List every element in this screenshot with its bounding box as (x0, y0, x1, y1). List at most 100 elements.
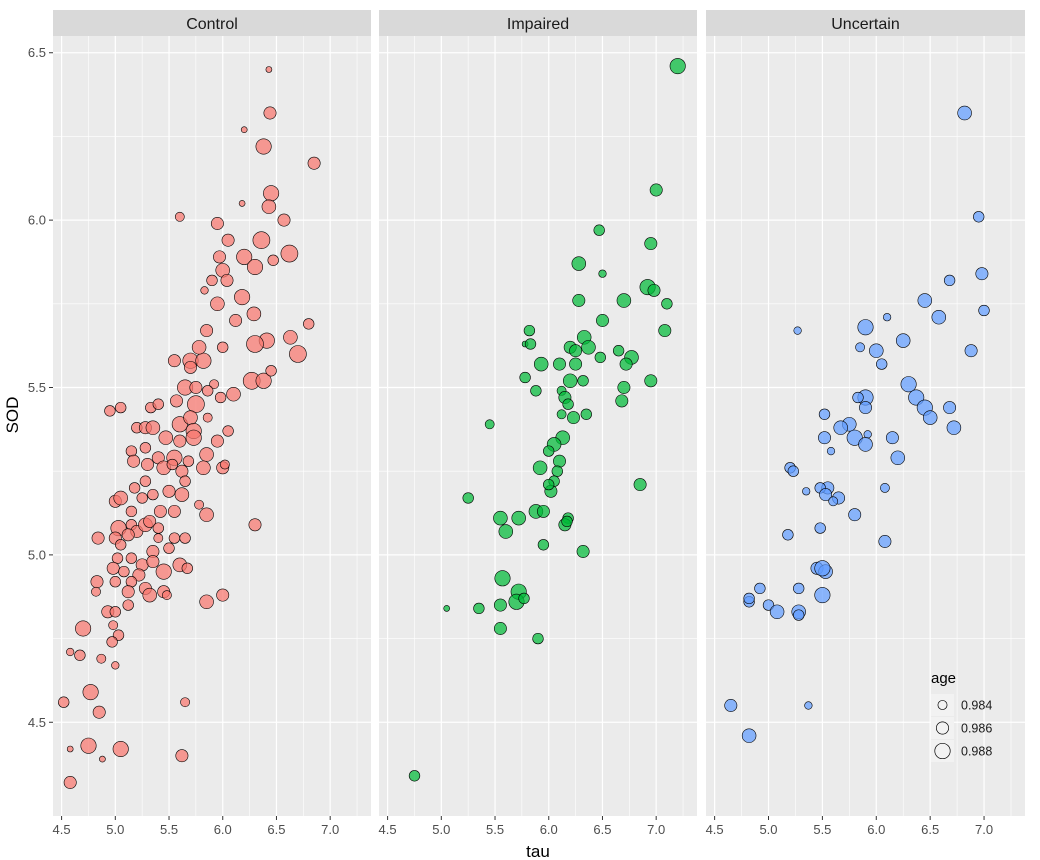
panel-background (379, 36, 697, 816)
data-point (92, 705, 106, 719)
data-point (283, 330, 298, 345)
legend-key (931, 717, 954, 739)
data-point (179, 532, 191, 544)
data-point (194, 499, 204, 510)
legend-label: 0.986 (961, 722, 992, 736)
x-tick-label: 5.0 (106, 822, 124, 837)
data-point (96, 653, 107, 664)
data-point (577, 375, 589, 387)
data-point (185, 429, 202, 446)
data-point (307, 156, 321, 170)
data-point (106, 636, 118, 648)
legend-size-symbol (934, 742, 951, 760)
data-point (174, 487, 190, 502)
data-point (209, 379, 219, 390)
data-point (199, 507, 214, 522)
data-point (553, 357, 566, 371)
data-point (234, 289, 251, 306)
data-point (518, 592, 530, 605)
data-point (978, 304, 990, 317)
data-point (895, 333, 911, 348)
data-point (724, 699, 738, 712)
data-point (91, 531, 105, 545)
data-point (263, 185, 280, 202)
data-point (543, 445, 555, 457)
data-point (826, 447, 836, 456)
data-point (162, 484, 176, 498)
data-point (612, 345, 625, 357)
data-point (246, 258, 264, 276)
data-point (280, 244, 299, 263)
x-tick-label: 6.5 (267, 822, 285, 837)
facet-strip (706, 10, 1025, 36)
data-point (878, 535, 892, 548)
legend-size-symbol (936, 721, 949, 735)
facet-panel-control: Control 4.5 5.0 5.5 6.0 6.5 7.0 (53, 10, 371, 837)
data-point (804, 701, 813, 710)
data-point (741, 728, 757, 743)
data-point (75, 620, 92, 637)
data-point (200, 324, 214, 338)
data-point (511, 510, 526, 526)
data-point (615, 394, 629, 408)
legend-label: 0.988 (961, 745, 992, 759)
data-point (155, 563, 172, 580)
data-point (142, 587, 157, 603)
data-point (782, 529, 794, 541)
x-tick-label: 5.5 (486, 822, 504, 837)
data-point (580, 408, 592, 420)
data-point (855, 342, 865, 353)
data-point (537, 539, 550, 551)
data-point (869, 343, 884, 358)
data-point (153, 504, 167, 518)
data-point (199, 594, 214, 610)
data-point (793, 609, 805, 621)
data-point (523, 324, 536, 337)
data-point (596, 314, 609, 327)
data-point (112, 740, 129, 758)
data-point (255, 372, 272, 389)
data-point (58, 696, 70, 708)
data-point (113, 490, 128, 506)
data-point (443, 605, 451, 612)
data-point (121, 585, 135, 599)
data-point (616, 293, 632, 308)
facet-strip-label: Control (186, 16, 238, 33)
data-point (900, 376, 917, 393)
data-point (828, 496, 839, 507)
data-point (210, 296, 225, 312)
data-point (530, 385, 542, 397)
data-point (498, 524, 514, 539)
x-tick-label: 5.5 (813, 822, 831, 837)
data-point (562, 373, 578, 389)
data-point (814, 587, 831, 604)
size-legend: age 0.984 0.986 0.988 (931, 670, 992, 762)
facet-strip (53, 10, 371, 36)
data-point (66, 745, 74, 753)
data-point (246, 306, 262, 322)
data-point (143, 514, 157, 528)
data-point (106, 561, 120, 575)
data-point (206, 274, 218, 287)
data-point (571, 256, 587, 271)
x-tick-label: 7.0 (647, 822, 665, 837)
y-tick-label: 6.0 (28, 213, 46, 228)
x-tick-label: 6.0 (867, 822, 885, 837)
data-point (189, 381, 203, 394)
data-point (220, 459, 230, 470)
data-point (858, 437, 873, 452)
data-point (493, 510, 508, 526)
data-point (240, 126, 248, 133)
data-point (261, 199, 277, 214)
data-point (975, 267, 989, 281)
data-point (569, 344, 583, 358)
data-point (115, 401, 127, 414)
data-point (619, 357, 633, 371)
data-point (793, 582, 805, 595)
data-point (171, 416, 188, 433)
x-tick-label: 5.0 (432, 822, 450, 837)
data-point (561, 515, 573, 528)
data-point (964, 344, 978, 358)
data-point (484, 419, 495, 430)
data-point (141, 458, 154, 471)
